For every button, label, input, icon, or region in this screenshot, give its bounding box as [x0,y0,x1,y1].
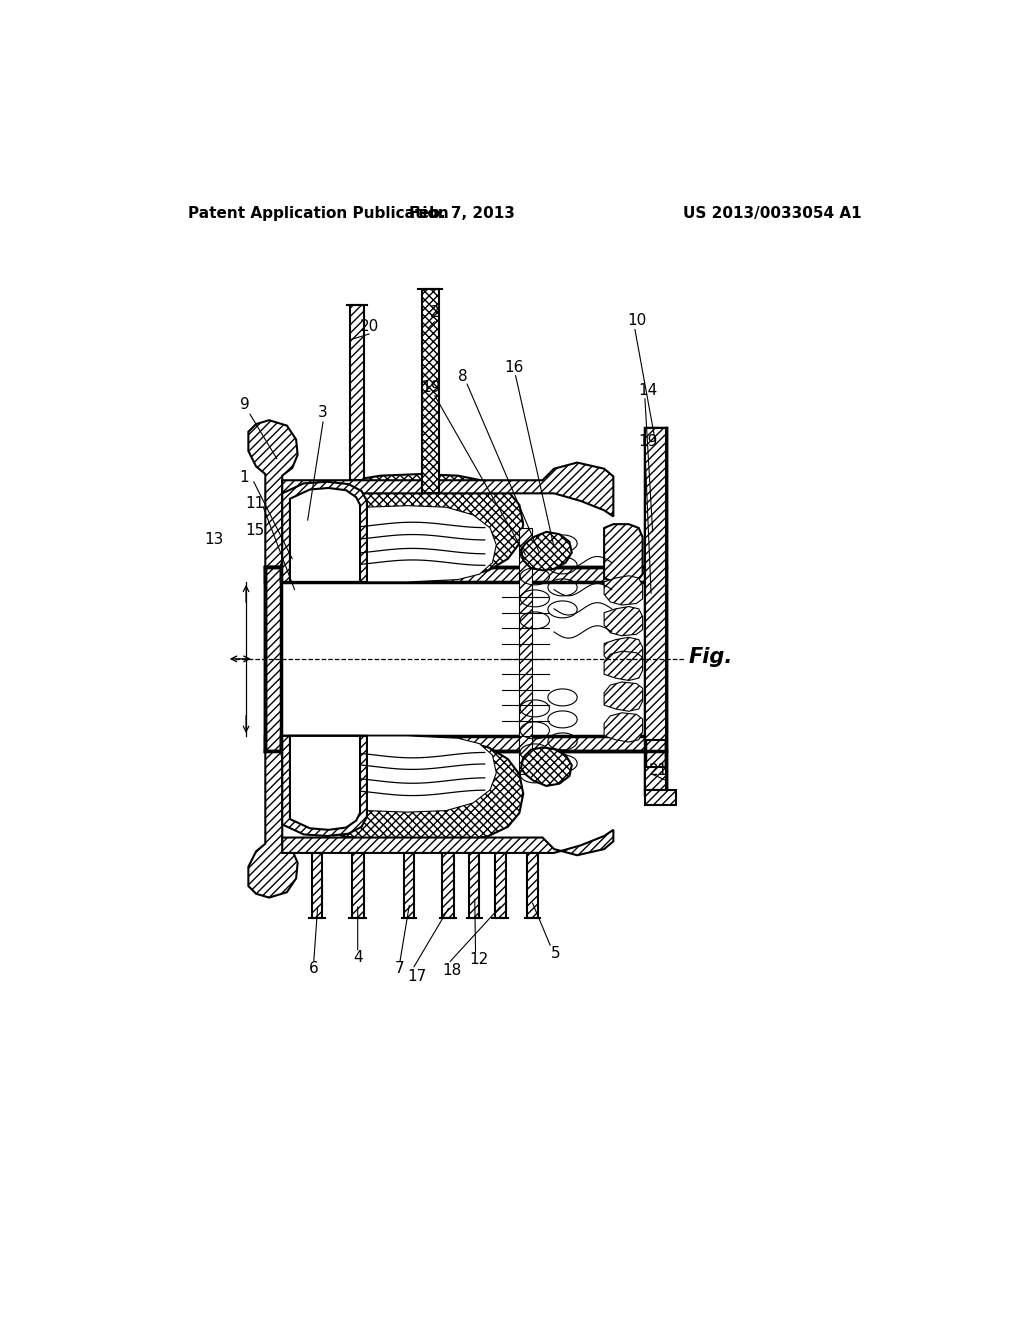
Text: US 2013/0033054 A1: US 2013/0033054 A1 [683,206,862,222]
Text: 14: 14 [638,383,657,399]
Text: Fig.: Fig. [689,647,733,668]
Text: 10: 10 [628,313,647,327]
Text: Feb. 7, 2013: Feb. 7, 2013 [409,206,515,222]
Bar [519,528,531,775]
Polygon shape [604,651,643,681]
Polygon shape [604,682,643,711]
Bar [645,428,667,793]
Bar [265,566,281,751]
Bar [495,853,506,919]
Text: 1: 1 [240,470,249,486]
Bar [527,853,538,919]
Polygon shape [604,576,643,605]
Text: 6: 6 [309,961,318,975]
Bar [645,789,676,805]
Polygon shape [604,638,643,667]
Text: 15: 15 [246,523,265,537]
Bar [645,767,667,789]
Polygon shape [604,713,643,742]
Bar [469,853,479,919]
Bar [265,566,660,582]
Polygon shape [290,737,360,830]
Text: 18: 18 [442,964,462,978]
Bar [422,289,438,494]
Bar [351,853,364,919]
Polygon shape [292,506,497,582]
Bar [403,853,414,919]
Polygon shape [281,474,523,582]
Polygon shape [249,751,298,898]
Polygon shape [604,607,643,636]
Polygon shape [249,420,298,566]
Text: 13: 13 [204,532,223,546]
Text: 9: 9 [240,397,250,412]
Text: 12: 12 [469,952,488,966]
Bar [311,853,323,919]
Text: 17: 17 [408,969,427,983]
Polygon shape [283,462,613,516]
Text: 8: 8 [459,368,468,384]
Text: 16: 16 [505,360,523,375]
Text: 21: 21 [648,763,668,777]
Text: 7: 7 [395,961,404,975]
Text: 5: 5 [551,945,560,961]
Bar [350,305,364,480]
Polygon shape [292,737,497,812]
Polygon shape [283,830,613,855]
Bar [645,428,667,739]
Polygon shape [283,482,367,582]
Text: 19: 19 [638,434,657,449]
Polygon shape [290,488,360,582]
Text: 20: 20 [359,318,379,334]
Text: 4: 4 [353,950,362,965]
Polygon shape [521,747,571,785]
Bar [442,853,454,919]
Polygon shape [521,532,571,570]
Bar [265,737,660,751]
Text: 3: 3 [318,405,328,420]
Polygon shape [604,524,643,582]
Text: 2: 2 [430,305,439,319]
Text: Patent Application Publication: Patent Application Publication [188,206,450,222]
Text: 19: 19 [421,380,440,396]
Polygon shape [281,737,523,843]
Text: 11: 11 [246,496,265,511]
Polygon shape [283,737,367,836]
